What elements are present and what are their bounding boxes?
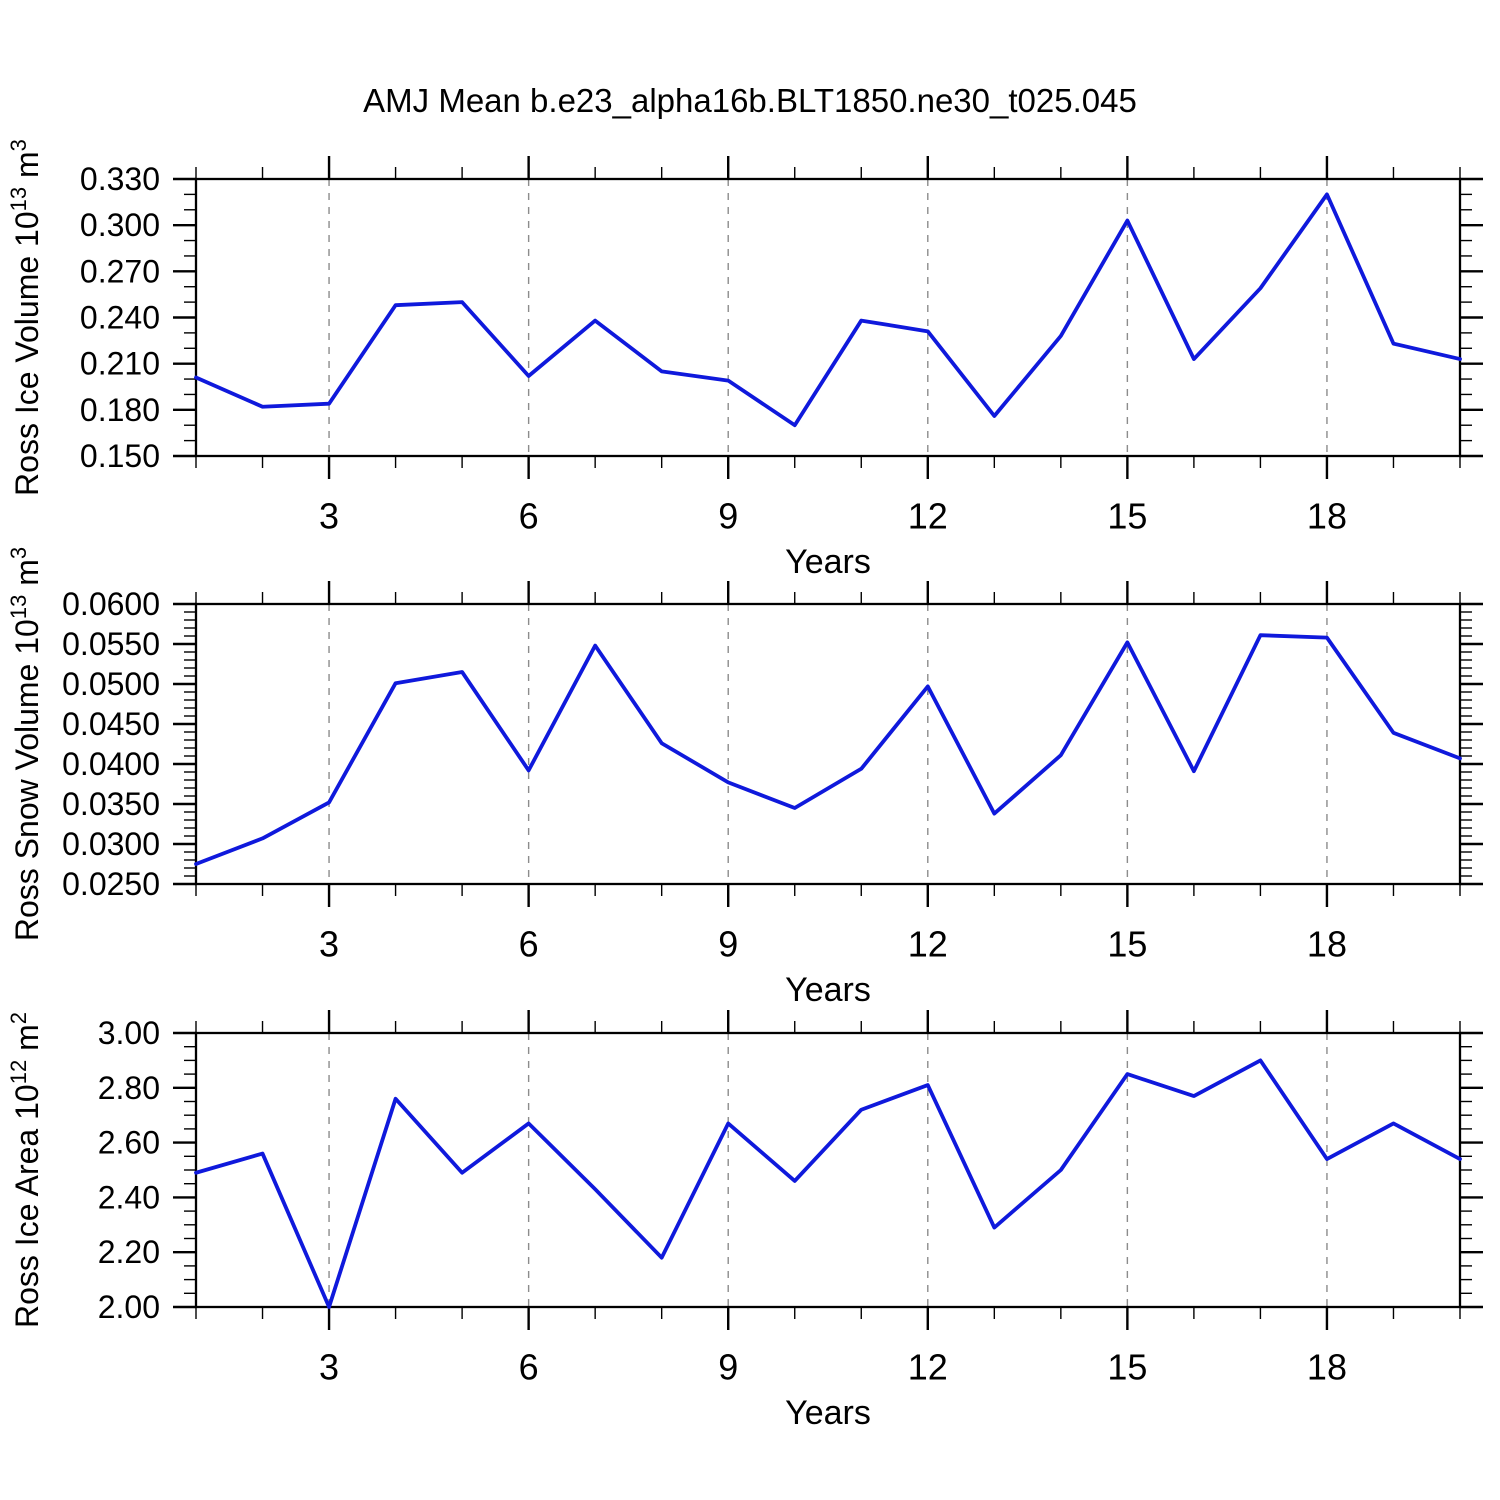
x-tick-label: 15 — [1107, 924, 1147, 965]
data-line — [194, 633, 1462, 866]
y-tick-label: 0.300 — [80, 207, 160, 243]
y-ticks: 0.0250 0.0300 0.0350 0.0400 0.0450 0.0500 0.05… — [62, 586, 1483, 902]
x-tick-labels: 3 6 9 12 15 18 — [319, 924, 1347, 965]
y-tick-label: 0.180 — [80, 392, 160, 428]
y-tick-label: 2.60 — [98, 1125, 160, 1161]
x-tick-label: 9 — [718, 924, 738, 965]
x-ticks — [195, 156, 1461, 479]
y-tick-label: 0.0500 — [62, 666, 160, 702]
y-tick-label: 3.00 — [98, 1015, 160, 1051]
y-axis-title: Ross Snow Volume 1013​ m3​ — [6, 547, 45, 941]
x-axis-title: Years — [785, 543, 871, 581]
y-tick-label: 2.40 — [98, 1179, 160, 1215]
x-tick-label: 18 — [1307, 1347, 1347, 1388]
x-gridlines — [328, 179, 1328, 456]
x-tick-label: 3 — [319, 1347, 339, 1388]
x-tick-label: 6 — [519, 496, 539, 537]
y-ticks: 2.00 2.20 2.40 2.60 2.80 3.00 — [98, 1015, 1483, 1325]
x-tick-label: 9 — [718, 496, 738, 537]
y-tick-label: 0.0600 — [62, 586, 160, 622]
plot-border — [194, 1031, 1462, 1309]
y-tick-label: 0.0250 — [62, 866, 160, 902]
plot-border — [194, 602, 1462, 886]
x-tick-label: 9 — [718, 1347, 738, 1388]
y-tick-label: 2.20 — [98, 1234, 160, 1270]
y-tick-label: 0.0300 — [62, 826, 160, 862]
chart-ross-ice-area: 2.00 2.20 2.40 2.60 2.80 3.00 3 6 9 12 15 18 Years Ro… — [6, 1010, 1483, 1432]
x-tick-label: 12 — [908, 1347, 948, 1388]
x-tick-labels: 3 6 9 12 15 18 — [319, 1347, 1347, 1388]
x-gridlines — [328, 604, 1328, 884]
y-tick-label: 0.240 — [80, 300, 160, 336]
y-tick-label: 2.00 — [98, 1289, 160, 1325]
x-tick-label: 12 — [908, 496, 948, 537]
x-tick-label: 3 — [319, 496, 339, 537]
y-tick-label: 2.80 — [98, 1070, 160, 1106]
chart-ross-ice-volume: 0.150 0.180 0.210 0.240 0.270 0.300 0.330 3 6 9 12… — [6, 139, 1483, 581]
x-tick-label: 6 — [519, 924, 539, 965]
data-line — [194, 1058, 1462, 1309]
x-ticks — [195, 1010, 1461, 1330]
x-tick-label: 18 — [1307, 496, 1347, 537]
y-tick-label: 0.0400 — [62, 746, 160, 782]
y-tick-label: 0.150 — [80, 438, 160, 474]
x-tick-labels: 3 6 9 12 15 18 — [319, 496, 1347, 537]
y-tick-label: 0.0550 — [62, 626, 160, 662]
y-tick-label: 0.0450 — [62, 706, 160, 742]
y-axis-title: Ross Ice Volume 1013​ m3​ — [6, 139, 45, 496]
x-tick-label: 18 — [1307, 924, 1347, 965]
plot-title: AMJ Mean b.e23_alpha16b.BLT1850.ne30_t02… — [363, 82, 1137, 119]
y-tick-label: 0.270 — [80, 253, 160, 289]
x-tick-label: 3 — [319, 924, 339, 965]
x-tick-label: 15 — [1107, 496, 1147, 537]
y-tick-label: 0.0350 — [62, 786, 160, 822]
y-ticks: 0.150 0.180 0.210 0.240 0.270 0.300 0.330 — [80, 161, 1483, 474]
x-tick-label: 12 — [908, 924, 948, 965]
x-ticks — [195, 581, 1461, 907]
plot-border — [194, 177, 1462, 458]
x-gridlines — [328, 1033, 1328, 1307]
data-line — [194, 192, 1462, 428]
y-tick-label: 0.210 — [80, 346, 160, 382]
x-tick-label: 6 — [519, 1347, 539, 1388]
y-axis-title: Ross Ice Area 1012​ m2​ — [6, 1012, 45, 1328]
x-axis-title: Years — [785, 971, 871, 1009]
x-axis-title: Years — [785, 1394, 871, 1432]
chart-ross-snow-volume: 0.0250 0.0300 0.0350 0.0400 0.0450 0.0500 0.05… — [6, 547, 1483, 1009]
y-tick-label: 0.330 — [80, 161, 160, 197]
x-tick-label: 15 — [1107, 1347, 1147, 1388]
